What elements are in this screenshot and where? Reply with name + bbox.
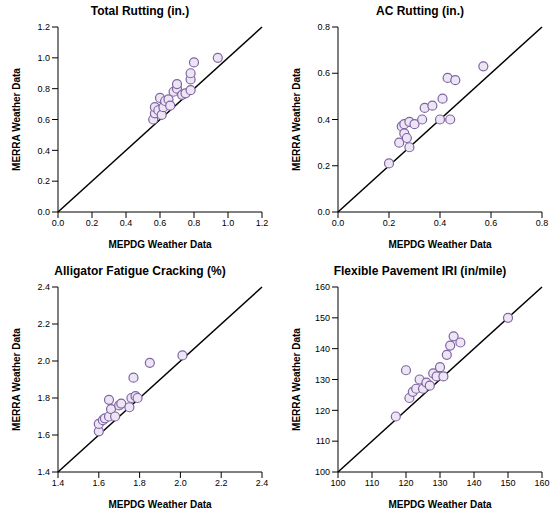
html-text:Alligator Fatigue Cracking (%): Alligator Fatigue Cracking (%) bbox=[54, 264, 226, 278]
html-text:AC Rutting (in.): AC Rutting (in.) bbox=[376, 4, 464, 18]
svg-text:100: 100 bbox=[315, 467, 330, 477]
svg-text:150: 150 bbox=[500, 478, 515, 488]
svg-text:MERRA Weather Data: MERRA Weather Data bbox=[11, 328, 22, 431]
svg-text:0.2: 0.2 bbox=[317, 161, 330, 171]
svg-text:0.2: 0.2 bbox=[37, 176, 50, 186]
svg-text:0.8: 0.8 bbox=[188, 218, 201, 228]
svg-text:130: 130 bbox=[315, 375, 330, 385]
svg-text:0.4: 0.4 bbox=[317, 115, 330, 125]
svg-text:0.0: 0.0 bbox=[317, 207, 330, 217]
svg-text:0.0: 0.0 bbox=[52, 218, 65, 228]
svg-text:1.0: 1.0 bbox=[37, 53, 50, 63]
svg-text:2.4: 2.4 bbox=[256, 478, 269, 488]
svg-text:0.4: 0.4 bbox=[434, 218, 447, 228]
svg-text:2.2: 2.2 bbox=[215, 478, 228, 488]
svg-text:MEPDG Weather Data: MEPDG Weather Data bbox=[108, 499, 212, 510]
svg-text:MEPDG Weather Data: MEPDG Weather Data bbox=[388, 499, 492, 510]
svg-text:0.6: 0.6 bbox=[37, 115, 50, 125]
svg-text:1.6: 1.6 bbox=[93, 478, 106, 488]
svg-text:1.4: 1.4 bbox=[52, 478, 65, 488]
svg-text:2.0: 2.0 bbox=[174, 478, 187, 488]
svg-text:1.2: 1.2 bbox=[256, 218, 269, 228]
svg-text:110: 110 bbox=[316, 436, 330, 446]
svg-text:0.2: 0.2 bbox=[383, 218, 396, 228]
svg-text:MERRA Weather Data: MERRA Weather Data bbox=[291, 328, 302, 431]
svg-text:MERRA Weather Data: MERRA Weather Data bbox=[11, 68, 22, 171]
svg-text:140: 140 bbox=[466, 478, 481, 488]
svg-text:1.2: 1.2 bbox=[37, 22, 50, 32]
svg-text:0.6: 0.6 bbox=[485, 218, 498, 228]
html-text:Flexible Pavement IRI (in/mile: Flexible Pavement IRI (in/mile) bbox=[333, 264, 507, 278]
svg-text:1.0: 1.0 bbox=[222, 218, 235, 228]
svg-text:120: 120 bbox=[398, 478, 413, 488]
html-text:Total Rutting (in.): Total Rutting (in.) bbox=[90, 4, 190, 18]
svg-text:150: 150 bbox=[315, 313, 330, 323]
svg-text:2.4: 2.4 bbox=[37, 282, 50, 292]
svg-text:0.4: 0.4 bbox=[37, 146, 50, 156]
svg-text:140: 140 bbox=[315, 344, 330, 354]
svg-text:2.2: 2.2 bbox=[37, 319, 50, 329]
svg-text:1.6: 1.6 bbox=[37, 430, 50, 440]
svg-text:100: 100 bbox=[330, 478, 345, 488]
svg-text:1.4: 1.4 bbox=[37, 467, 50, 477]
svg-text:0.6: 0.6 bbox=[317, 68, 330, 78]
svg-text:0.8: 0.8 bbox=[37, 84, 50, 94]
svg-text:MEPDG Weather Data: MEPDG Weather Data bbox=[108, 239, 212, 250]
svg-text:0.2: 0.2 bbox=[86, 218, 99, 228]
svg-text:0.0: 0.0 bbox=[37, 207, 50, 217]
svg-text:1.8: 1.8 bbox=[133, 478, 146, 488]
svg-text:1.8: 1.8 bbox=[37, 393, 50, 403]
svg-text:0.6: 0.6 bbox=[154, 218, 167, 228]
svg-text:MERRA Weather Data: MERRA Weather Data bbox=[291, 68, 302, 171]
svg-text:120: 120 bbox=[315, 406, 330, 416]
svg-text:110: 110 bbox=[365, 478, 379, 488]
svg-text:160: 160 bbox=[534, 478, 549, 488]
svg-text:2.0: 2.0 bbox=[37, 356, 50, 366]
svg-text:160: 160 bbox=[315, 282, 330, 292]
svg-text:0.0: 0.0 bbox=[332, 218, 345, 228]
svg-text:0.8: 0.8 bbox=[317, 22, 330, 32]
svg-text:130: 130 bbox=[432, 478, 447, 488]
svg-text:0.4: 0.4 bbox=[120, 218, 133, 228]
svg-text:MEPDG Weather Data: MEPDG Weather Data bbox=[388, 239, 492, 250]
svg-text:0.8: 0.8 bbox=[536, 218, 549, 228]
